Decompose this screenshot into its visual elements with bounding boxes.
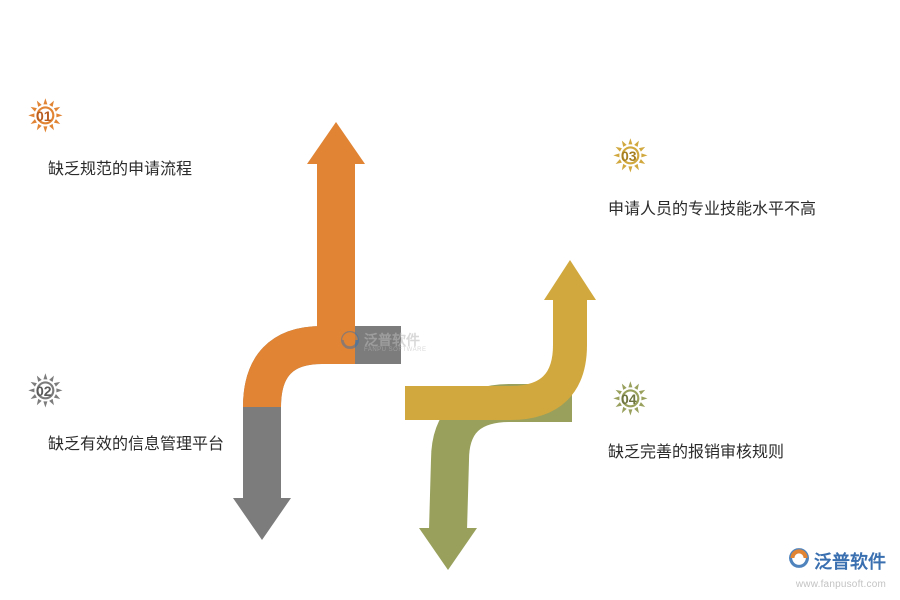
item-label-04: 缺乏完善的报销审核规则 (608, 438, 784, 462)
item-label-02: 缺乏有效的信息管理平台 (48, 430, 224, 454)
arrow-03 (405, 260, 596, 403)
watermark-center-sub: FANPU SOFTWARE (364, 347, 426, 353)
item-label-01: 缺乏规范的申请流程 (48, 155, 192, 179)
watermark-bottom-right: 泛普软件 www.fanpusoft.com (788, 547, 886, 592)
arrow-paths-svg (0, 0, 900, 600)
watermark-br-text: 泛普软件 (814, 548, 886, 574)
item-number-01: 01 (36, 108, 52, 124)
logo-icon (788, 547, 810, 574)
arrow-01 (262, 122, 365, 407)
item-number-04: 04 (621, 391, 637, 407)
watermark-center-text: 泛普软件 (364, 333, 426, 347)
logo-icon (340, 330, 360, 355)
arrow-04 (419, 403, 572, 570)
item-label-03: 申请人员的专业技能水平不高 (608, 195, 816, 219)
item-number-03: 03 (621, 148, 637, 164)
item-number-02: 02 (36, 383, 52, 399)
diagram-stage: 01 缺乏规范的申请流程 02 缺乏有效的信息管理平台 03 申请人员的专业技能水平不高 0… (0, 0, 900, 600)
watermark-url: www.fanpusoft.com (796, 579, 886, 590)
watermark-center: 泛普软件FANPU SOFTWARE (340, 330, 426, 355)
